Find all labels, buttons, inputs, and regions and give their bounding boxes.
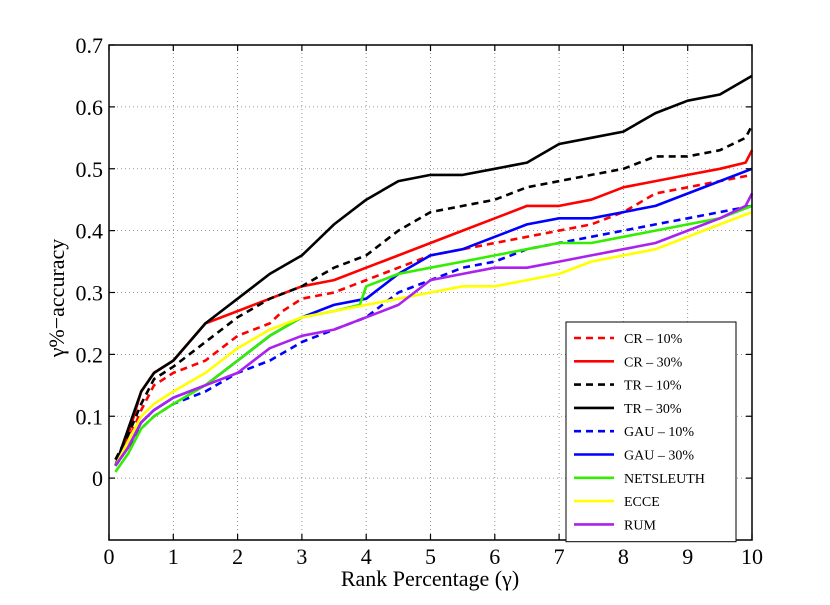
legend-label: TR – 30%: [624, 402, 682, 417]
y-tick-label: 0.1: [76, 404, 104, 429]
legend-label: GAU – 10%: [624, 425, 694, 440]
legend-label: CR – 10%: [624, 332, 683, 347]
legend: CR – 10% CR – 30% TR – 10% TR – 30% GAU – 10…: [565, 321, 737, 543]
y-tick-label: 0.6: [76, 95, 104, 120]
legend-label: NETSLEUTH: [624, 472, 705, 487]
x-tick-label: 2: [232, 544, 243, 569]
y-axis-label: γ%−accuracy: [44, 239, 69, 359]
y-tick-label: 0.7: [76, 33, 104, 58]
axis-ticks: 0 1 2 3 4 5 6 7 8 9 10 0 0.1 0.2 0.3 0.4 0.5 0.6 0.7: [76, 33, 764, 569]
series-line: [114, 74, 753, 467]
x-tick-label: 7: [554, 544, 565, 569]
legend-box: [565, 321, 737, 543]
series-line: [114, 173, 753, 467]
y-tick-label: 0.3: [76, 281, 104, 306]
legend-label: CR – 30%: [624, 355, 683, 370]
series-group: [114, 74, 754, 473]
series-line: [114, 210, 753, 467]
x-tick-label: 8: [618, 544, 629, 569]
x-tick-label: 6: [489, 544, 500, 569]
legend-label: ECCE: [624, 495, 660, 510]
y-tick-label: 0.4: [76, 219, 104, 244]
x-tick-label: 4: [361, 544, 372, 569]
x-axis-label: Rank Percentage (γ): [341, 566, 519, 591]
y-tick-label: 0.2: [76, 342, 104, 367]
x-tick-label: 3: [296, 544, 307, 569]
y-tick-label: 0.5: [76, 157, 104, 182]
legend-label: TR – 10%: [624, 379, 682, 394]
x-tick-label: 9: [682, 544, 693, 569]
legend-label: GAU – 30%: [624, 449, 694, 464]
x-tick-label: 5: [425, 544, 436, 569]
x-tick-label: 1: [168, 544, 179, 569]
y-tick-label: 0: [92, 466, 103, 491]
series-line: [114, 124, 754, 461]
series-line: [114, 192, 754, 467]
legend-label: RUM: [624, 518, 656, 533]
x-tick-label: 0: [104, 544, 115, 569]
series-line: [114, 204, 753, 473]
x-tick-label: 10: [741, 544, 763, 569]
